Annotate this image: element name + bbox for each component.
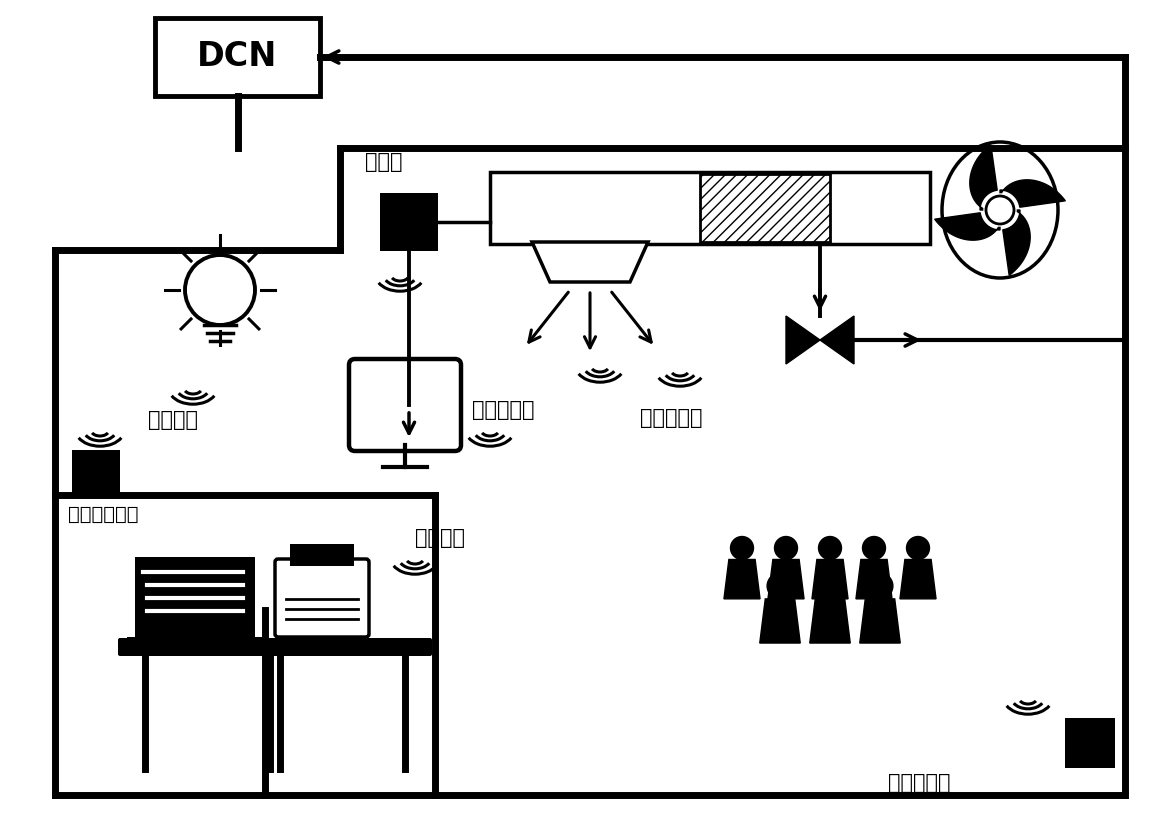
Polygon shape xyxy=(970,145,997,210)
Polygon shape xyxy=(820,316,854,364)
Circle shape xyxy=(818,537,842,560)
Text: 空调控制器: 空调控制器 xyxy=(640,408,702,428)
Polygon shape xyxy=(1003,210,1030,275)
Circle shape xyxy=(817,573,843,599)
Polygon shape xyxy=(811,560,848,599)
FancyBboxPatch shape xyxy=(118,638,432,656)
Polygon shape xyxy=(724,560,760,599)
Polygon shape xyxy=(860,599,901,643)
Text: 温度传感器: 温度传感器 xyxy=(472,400,535,420)
Polygon shape xyxy=(856,560,893,599)
FancyBboxPatch shape xyxy=(1065,718,1115,768)
FancyBboxPatch shape xyxy=(275,559,369,637)
Polygon shape xyxy=(532,242,648,282)
Polygon shape xyxy=(935,213,1000,240)
Circle shape xyxy=(730,537,754,560)
FancyBboxPatch shape xyxy=(290,544,354,566)
Text: 人数传感器: 人数传感器 xyxy=(888,773,950,793)
Circle shape xyxy=(907,537,929,560)
Polygon shape xyxy=(1000,179,1065,208)
FancyBboxPatch shape xyxy=(127,637,263,651)
Circle shape xyxy=(867,573,893,599)
FancyBboxPatch shape xyxy=(72,450,120,498)
FancyBboxPatch shape xyxy=(349,359,461,451)
FancyBboxPatch shape xyxy=(380,193,437,251)
FancyBboxPatch shape xyxy=(155,18,320,96)
FancyBboxPatch shape xyxy=(700,174,830,242)
Text: 建筑围护结构: 建筑围护结构 xyxy=(68,505,139,524)
Polygon shape xyxy=(760,599,800,643)
Circle shape xyxy=(984,194,1016,226)
Polygon shape xyxy=(810,599,850,643)
Circle shape xyxy=(767,573,793,599)
Polygon shape xyxy=(768,560,804,599)
Polygon shape xyxy=(786,316,820,364)
Text: 照明控制: 照明控制 xyxy=(148,410,198,430)
Circle shape xyxy=(775,537,797,560)
Text: 烟感器: 烟感器 xyxy=(365,152,402,172)
FancyBboxPatch shape xyxy=(490,172,930,244)
Polygon shape xyxy=(900,560,936,599)
FancyBboxPatch shape xyxy=(135,557,255,637)
Circle shape xyxy=(862,537,886,560)
Text: 办公设备: 办公设备 xyxy=(415,528,465,548)
Text: DCN: DCN xyxy=(198,41,278,74)
